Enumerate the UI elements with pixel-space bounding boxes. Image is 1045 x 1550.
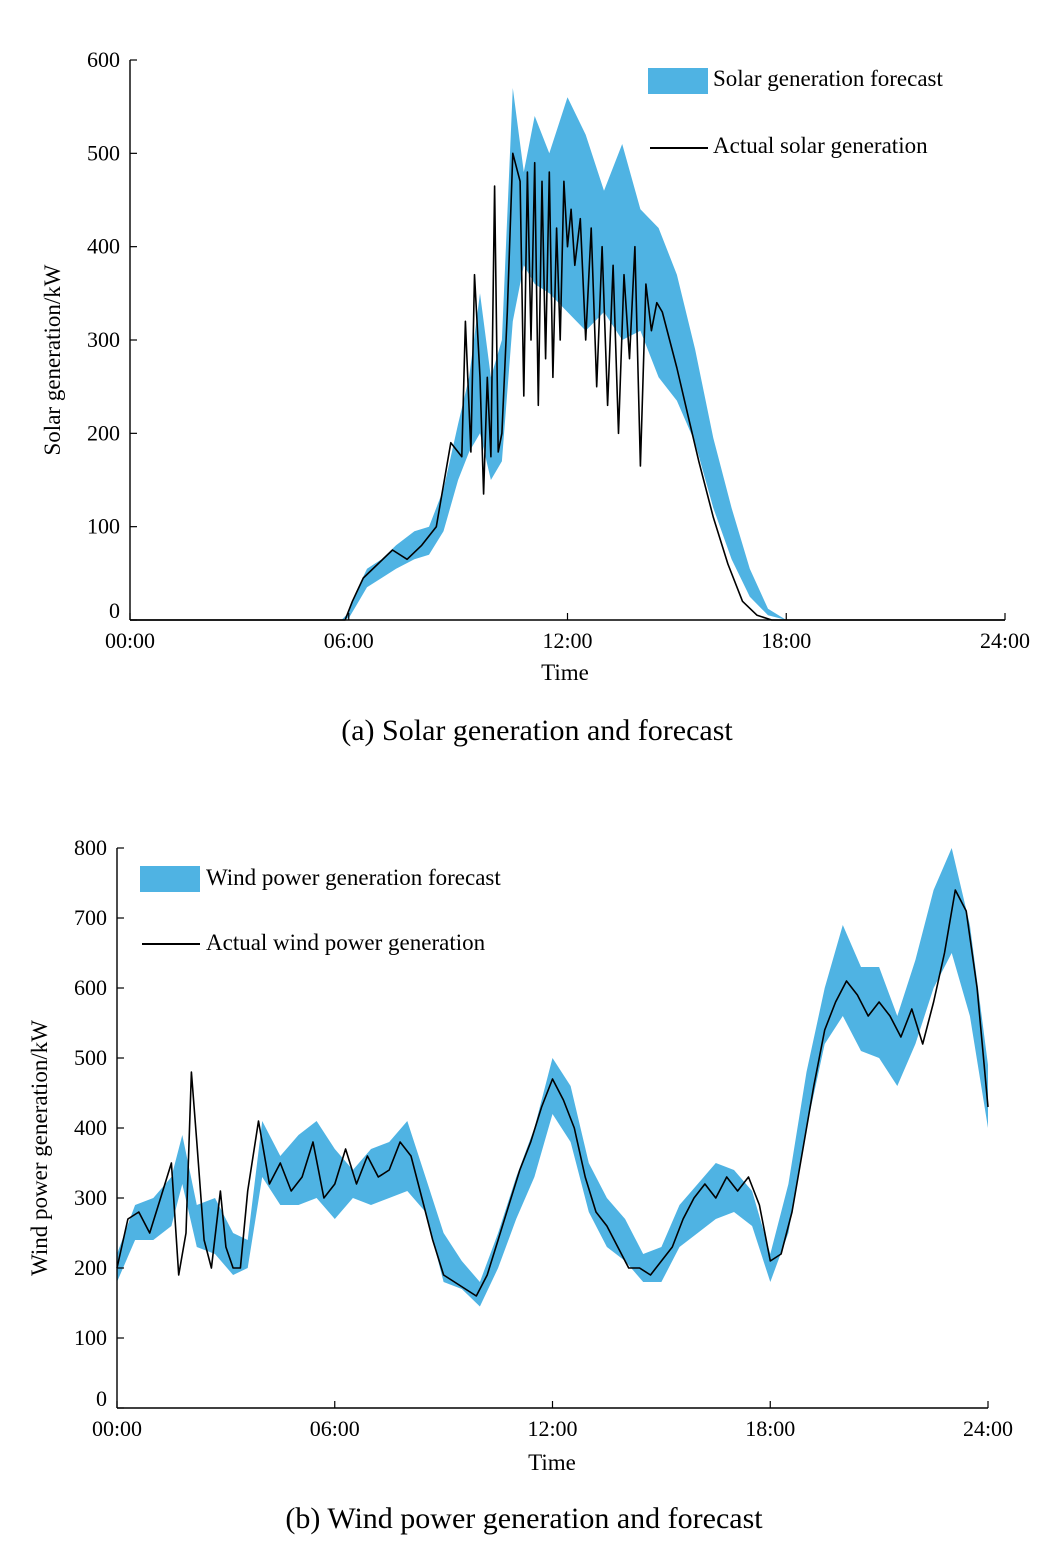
y-tick-label: 400 [87,234,120,259]
x-tick-label: 06:00 [310,1416,360,1441]
legend-label-actual: Actual wind power generation [206,930,486,955]
y-tick-label: 0 [96,1386,107,1411]
wind-forecast-band [117,848,988,1307]
wind-y-ticks: 0 100 200 300 400 500 600 700 800 [74,835,124,1411]
wind-x-ticks: 00:00 06:00 12:00 18:00 24:00 [92,1401,1013,1441]
legend-swatch-forecast [140,866,200,892]
x-tick-label: 12:00 [542,628,592,653]
legend-label-actual: Actual solar generation [713,133,928,158]
wind-caption: (b) Wind power generation and forecast [285,1502,763,1535]
y-tick-label: 600 [74,975,107,1000]
y-tick-label: 200 [74,1255,107,1280]
y-tick-label: 300 [74,1185,107,1210]
y-tick-label: 0 [109,598,120,623]
legend-label-forecast: Solar generation forecast [713,66,944,91]
y-tick-label: 100 [87,514,120,539]
y-tick-label: 500 [87,140,120,165]
wind-x-label: Time [528,1450,576,1475]
x-tick-label: 12:00 [527,1416,577,1441]
y-tick-label: 400 [74,1115,107,1140]
y-tick-label: 800 [74,835,107,860]
y-tick-label: 700 [74,905,107,930]
actual-wind-line [116,889,989,1297]
solar-forecast-band [130,88,1005,620]
x-tick-label: 18:00 [761,628,811,653]
y-tick-label: 300 [87,327,120,352]
wind-y-label: Wind power generation/kW [27,1020,52,1276]
x-tick-label: 00:00 [92,1416,142,1441]
y-tick-label: 600 [87,47,120,72]
y-tick-label: 500 [74,1045,107,1070]
x-tick-label: 06:00 [324,628,374,653]
legend-swatch-forecast [648,68,708,94]
x-tick-label: 18:00 [745,1416,795,1441]
x-tick-label: 24:00 [980,628,1030,653]
x-tick-label: 00:00 [105,628,155,653]
legend-label-forecast: Wind power generation forecast [206,865,501,890]
y-tick-label: 200 [87,420,120,445]
solar-caption: (a) Solar generation and forecast [341,714,733,747]
wind-legend: Wind power generation forecast Actual wi… [140,865,501,955]
solar-x-ticks: 00:00 06:00 12:00 18:00 24:00 [105,613,1030,653]
wind-chart: 0 100 200 300 400 500 600 700 800 00:00 06:00 12:0… [27,835,1013,1535]
solar-legend: Solar generation forecast Actual solar g… [648,66,944,158]
solar-y-label: Solar generation/kW [40,264,65,455]
actual-solar-line [130,152,1005,621]
solar-x-label: Time [541,660,589,685]
x-tick-label: 24:00 [963,1416,1013,1441]
y-tick-label: 100 [74,1325,107,1350]
solar-y-ticks: 0 100 200 300 400 500 600 [87,47,137,623]
solar-chart: 0 100 200 300 400 500 600 00:00 06:00 12:00 18:00… [40,47,1030,747]
